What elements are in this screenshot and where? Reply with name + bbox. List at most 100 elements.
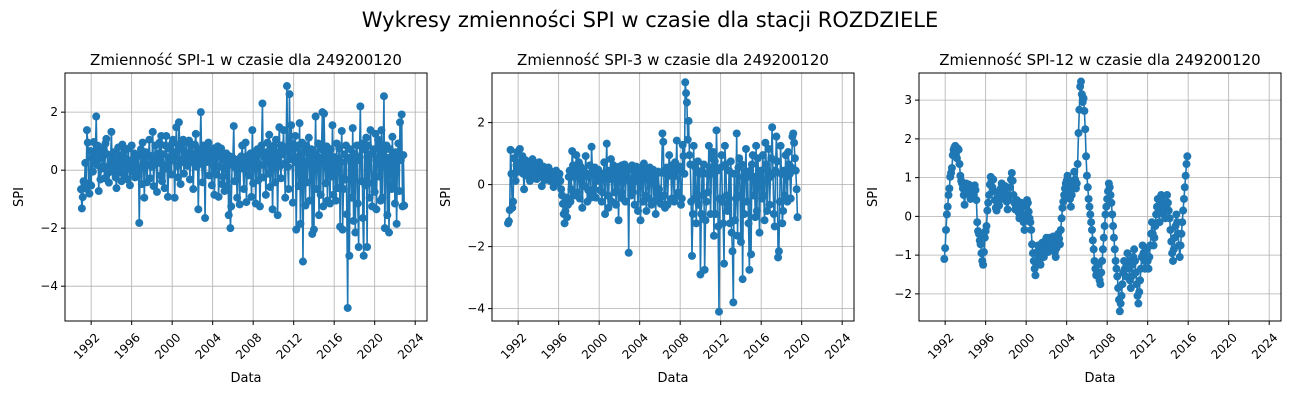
data-point	[717, 151, 726, 160]
data-point	[731, 216, 740, 225]
data-point	[233, 193, 242, 202]
data-point	[1101, 210, 1110, 219]
data-point	[1115, 307, 1124, 316]
data-point	[979, 248, 988, 257]
data-point	[738, 275, 747, 284]
data-point	[256, 160, 265, 169]
data-point	[563, 213, 572, 222]
data-point	[770, 222, 779, 231]
data-point	[1135, 287, 1144, 296]
data-point	[672, 136, 681, 145]
data-point	[263, 138, 272, 147]
data-point	[277, 174, 286, 183]
data-point	[321, 179, 330, 188]
data-point	[790, 154, 799, 163]
data-point	[190, 140, 199, 149]
y-tick-label: 1	[904, 171, 912, 185]
data-point	[140, 193, 149, 202]
data-point	[509, 197, 518, 206]
data-point	[761, 138, 770, 147]
data-point	[1163, 198, 1172, 207]
data-point	[257, 141, 266, 150]
data-point	[135, 218, 144, 227]
data-point	[947, 163, 956, 172]
data-point	[353, 199, 362, 208]
y-tick-label: 0	[904, 209, 912, 223]
data-point	[566, 197, 575, 206]
data-point	[204, 138, 213, 147]
data-point	[681, 78, 690, 87]
data-point	[335, 144, 344, 153]
data-point	[331, 161, 340, 170]
data-point	[145, 135, 154, 144]
data-point	[772, 132, 781, 141]
data-point	[108, 167, 117, 176]
data-point	[336, 158, 345, 167]
data-point	[273, 211, 282, 220]
data-point	[1126, 284, 1135, 293]
x-tick-label: 2008	[660, 330, 691, 361]
data-point	[971, 186, 980, 195]
data-point	[679, 152, 688, 161]
data-point	[370, 187, 379, 196]
x-tick-label: 2020	[1209, 330, 1240, 361]
data-point	[149, 182, 158, 191]
data-point	[348, 124, 357, 133]
y-tick-label: −2	[894, 287, 912, 301]
data-point	[271, 178, 280, 187]
data-point	[205, 171, 214, 180]
data-point	[1007, 168, 1016, 177]
data-point	[292, 225, 301, 234]
data-point	[223, 182, 232, 191]
x-tick-label: 2016	[314, 330, 345, 361]
data-point	[81, 158, 90, 167]
x-tick-label: 2024	[1249, 330, 1280, 361]
data-point	[303, 178, 312, 187]
data-point	[1055, 240, 1064, 249]
x-tick-label: 2020	[355, 330, 386, 361]
data-point	[354, 243, 363, 252]
data-point	[983, 206, 992, 215]
data-point	[508, 203, 517, 212]
data-point	[614, 216, 623, 225]
data-point	[995, 201, 1004, 210]
data-point	[191, 129, 200, 138]
data-point	[684, 117, 693, 126]
data-point	[775, 197, 784, 206]
data-point	[693, 157, 702, 166]
x-tick-label: 1996	[966, 330, 997, 361]
data-point	[740, 210, 749, 219]
x-tick-label: 2000	[579, 330, 610, 361]
data-point	[288, 198, 297, 207]
data-point	[744, 219, 753, 228]
data-point	[1177, 229, 1186, 238]
data-point	[984, 198, 993, 207]
data-point	[572, 151, 581, 160]
data-point	[1164, 206, 1173, 215]
data-point	[311, 112, 320, 121]
data-point	[1144, 264, 1153, 273]
data-point	[561, 206, 570, 215]
data-point	[1175, 253, 1184, 262]
data-point	[587, 142, 596, 151]
data-point	[700, 265, 709, 274]
data-point	[763, 206, 772, 215]
data-point	[736, 237, 745, 246]
data-point	[942, 225, 950, 234]
data-point	[1086, 210, 1095, 219]
x-tick-label: 2012	[1128, 330, 1159, 361]
data-point	[1008, 176, 1017, 185]
data-point	[758, 151, 767, 160]
data-point	[504, 217, 513, 226]
data-point	[1131, 256, 1140, 265]
data-point	[1073, 160, 1082, 169]
data-point	[1112, 264, 1121, 273]
data-point	[699, 160, 708, 169]
data-point	[102, 134, 111, 143]
data-point	[617, 188, 626, 197]
data-point	[972, 196, 981, 205]
y-axis-label: SPI	[12, 187, 27, 207]
data-point	[160, 184, 169, 193]
data-point	[633, 206, 642, 215]
data-point	[294, 182, 303, 191]
